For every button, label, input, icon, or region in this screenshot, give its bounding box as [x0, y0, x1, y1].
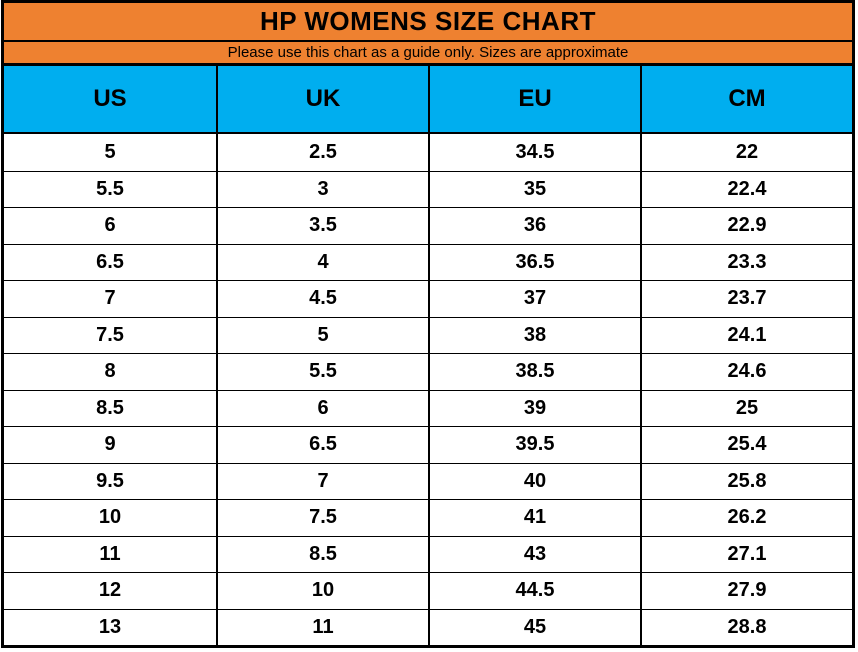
table-cell: 5: [216, 317, 428, 353]
table-cell: 7.5: [216, 500, 428, 536]
table-cell: 27.9: [640, 573, 852, 609]
table-cell: 22.4: [640, 171, 852, 207]
table-cell: 7.5: [96, 323, 124, 346]
table-cell: 24.6: [640, 354, 852, 390]
table-row: 8.5 6 39 25: [4, 389, 852, 426]
table-row: 11 8.5 43 27.1: [4, 535, 852, 572]
table-cell: 4: [216, 244, 428, 280]
page-subtitle: Please use this chart as a guide only. S…: [227, 44, 629, 61]
table-cell: 3: [216, 171, 428, 207]
table-cell: 6: [104, 214, 116, 237]
table-cell: 7: [104, 287, 116, 310]
table-cell: 11: [99, 542, 121, 565]
table-cell: 41: [428, 500, 640, 536]
table-cell: 8.5: [216, 536, 428, 572]
table-cell: 22: [640, 134, 852, 171]
table-row: 5 2.5 34.5 22: [4, 134, 852, 171]
table-cell: 27.1: [640, 536, 852, 572]
table-cell: 23.3: [640, 244, 852, 280]
table-cell: 28.8: [640, 609, 852, 645]
table-cell: 37: [428, 281, 640, 317]
table-row: 7 4.5 37 23.7: [4, 280, 852, 317]
table-cell: 11: [216, 609, 428, 645]
table-cell: 38: [428, 317, 640, 353]
table-row: 9.5 7 40 25.8: [4, 462, 852, 499]
table-cell: 44.5: [428, 573, 640, 609]
table-cell: 39.5: [428, 427, 640, 463]
table-cell: 45: [428, 609, 640, 645]
table-row: 9 6.5 39.5 25.4: [4, 426, 852, 463]
subtitle-row: Please use this chart as a guide only. S…: [4, 40, 852, 63]
column-header-eu: EU: [428, 66, 640, 132]
table-row: 12 10 44.5 27.9: [4, 572, 852, 609]
table-cell: 3.5: [216, 208, 428, 244]
table-row: 5.5 3 35 22.4: [4, 170, 852, 207]
table-cell: 36.5: [428, 244, 640, 280]
table-cell: 9: [104, 433, 116, 456]
table-cell: 39: [428, 390, 640, 426]
table-cell: 36: [428, 208, 640, 244]
table-cell: 23.7: [640, 281, 852, 317]
column-header-cm: CM: [640, 66, 852, 132]
table-cell: 10: [98, 506, 122, 529]
header-row: US UK EU CM: [4, 63, 852, 132]
table-cell: 5.5: [96, 177, 124, 200]
table-cell: 40: [428, 463, 640, 499]
table-cell: 6: [216, 390, 428, 426]
table-cell: 26.2: [640, 500, 852, 536]
table-cell: 5.5: [216, 354, 428, 390]
table-cell: 35: [428, 171, 640, 207]
table-row: 7.5 5 38 24.1: [4, 316, 852, 353]
table-body: 5 2.5 34.5 22 5.5 3 35 22.4 6 3.5 36 22.9 6.5 4 36.5 23…: [4, 132, 852, 645]
column-header-us: US: [93, 85, 127, 112]
table-cell: 13: [98, 615, 122, 638]
table-cell: 9.5: [96, 469, 124, 492]
table-row: 13 11 45 28.8: [4, 608, 852, 645]
table-cell: 12: [98, 579, 122, 602]
table-cell: 24.1: [640, 317, 852, 353]
table-cell: 5: [104, 140, 116, 163]
table-cell: 8.5: [96, 396, 124, 419]
table-row: 8 5.5 38.5 24.6: [4, 353, 852, 390]
table-cell: 43: [428, 536, 640, 572]
table-cell: 38.5: [428, 354, 640, 390]
table-cell: 4.5: [216, 281, 428, 317]
table-cell: 34.5: [428, 134, 640, 171]
table-cell: 10: [216, 573, 428, 609]
table-cell: 7: [216, 463, 428, 499]
column-header-uk: UK: [216, 66, 428, 132]
table-cell: 22.9: [640, 208, 852, 244]
table-cell: 25: [640, 390, 852, 426]
table-cell: 25.8: [640, 463, 852, 499]
page-title: HP WOMENS SIZE CHART: [260, 6, 596, 36]
table-cell: 8: [104, 360, 116, 383]
table-cell: 25.4: [640, 427, 852, 463]
table-cell: 6.5: [96, 250, 124, 273]
title-row: HP WOMENS SIZE CHART: [4, 3, 852, 40]
table-row: 6 3.5 36 22.9: [4, 207, 852, 244]
table-cell: 2.5: [216, 134, 428, 171]
table-cell: 6.5: [216, 427, 428, 463]
table-row: 6.5 4 36.5 23.3: [4, 243, 852, 280]
table-row: 10 7.5 41 26.2: [4, 499, 852, 536]
